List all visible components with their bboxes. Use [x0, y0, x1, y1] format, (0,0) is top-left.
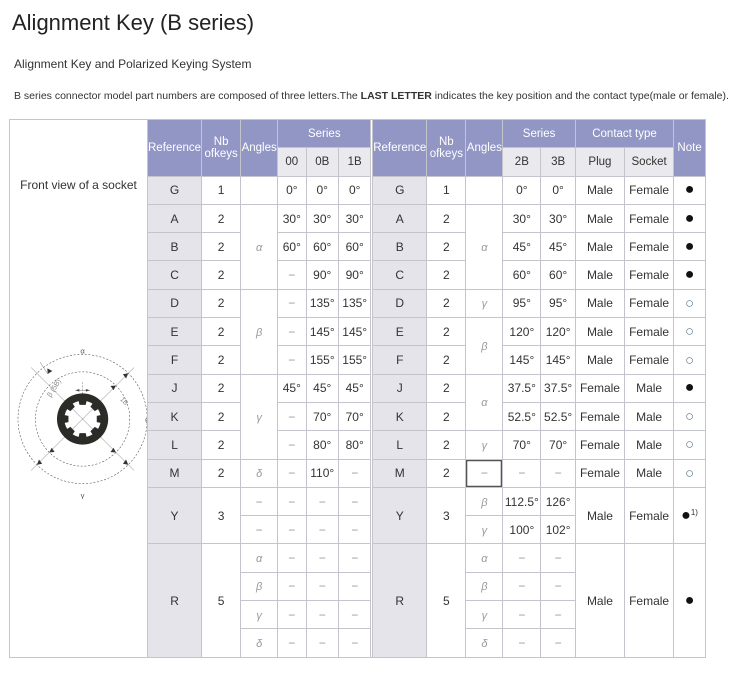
svg-text:θ: θ — [145, 416, 147, 425]
svg-text:β (5B): β (5B) — [46, 378, 63, 399]
svg-text:γ: γ — [81, 491, 85, 499]
svg-text:α: α — [80, 346, 85, 355]
